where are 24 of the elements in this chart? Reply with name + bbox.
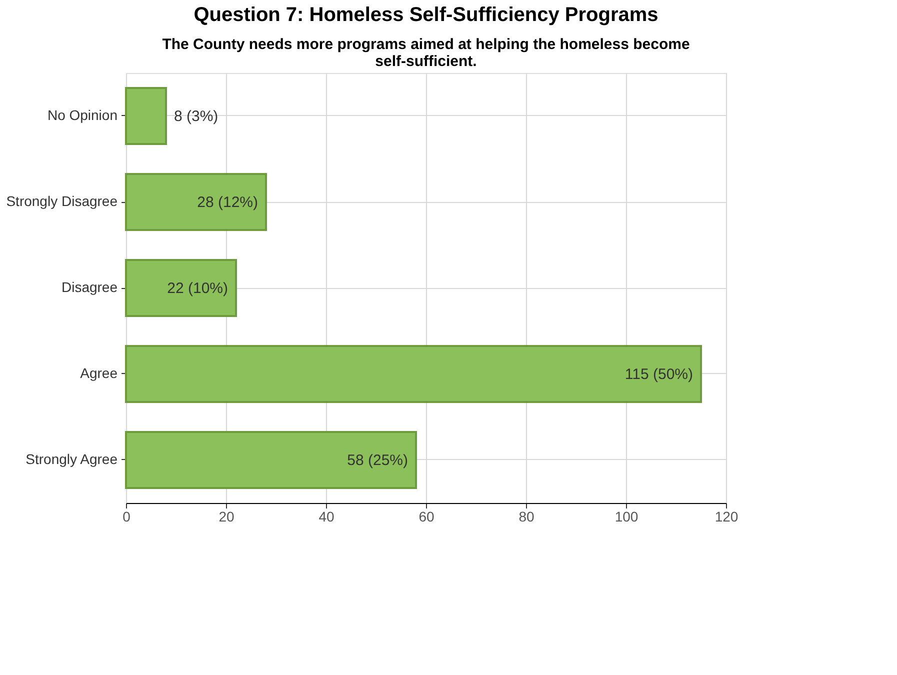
- x-tick-label: 60: [418, 508, 434, 524]
- chart-subtitle: The County needs more programs aimed at helping the homeless become self-sufficient.: [162, 36, 690, 70]
- x-tick-label: 120: [714, 508, 738, 524]
- data-label: 58 (25%): [347, 452, 408, 469]
- bar: [125, 87, 167, 145]
- y-tick-label: Strongly Disagree: [6, 193, 118, 209]
- x-tick-label: 80: [518, 508, 534, 524]
- chart-title: Question 7: Homeless Self-Sufficiency Programs: [194, 4, 658, 26]
- x-tick-label: 20: [218, 508, 234, 524]
- data-label: 28 (12%): [197, 194, 258, 211]
- bar: [125, 259, 237, 317]
- y-tick-label: Agree: [80, 365, 118, 381]
- y-tick-label: No Opinion: [47, 107, 118, 123]
- x-tick-label: 100: [614, 508, 638, 524]
- data-label: 8 (3%): [174, 108, 218, 125]
- bar: [125, 431, 417, 489]
- bar: [125, 173, 267, 231]
- data-label: 22 (10%): [167, 280, 228, 297]
- x-tick-label: 40: [318, 508, 334, 524]
- y-tick-label: Strongly Agree: [26, 451, 118, 467]
- data-label: 115 (50%): [624, 366, 694, 383]
- x-tick-label: 0: [122, 508, 131, 524]
- y-tick-label: Disagree: [61, 279, 118, 295]
- bar: [125, 345, 702, 403]
